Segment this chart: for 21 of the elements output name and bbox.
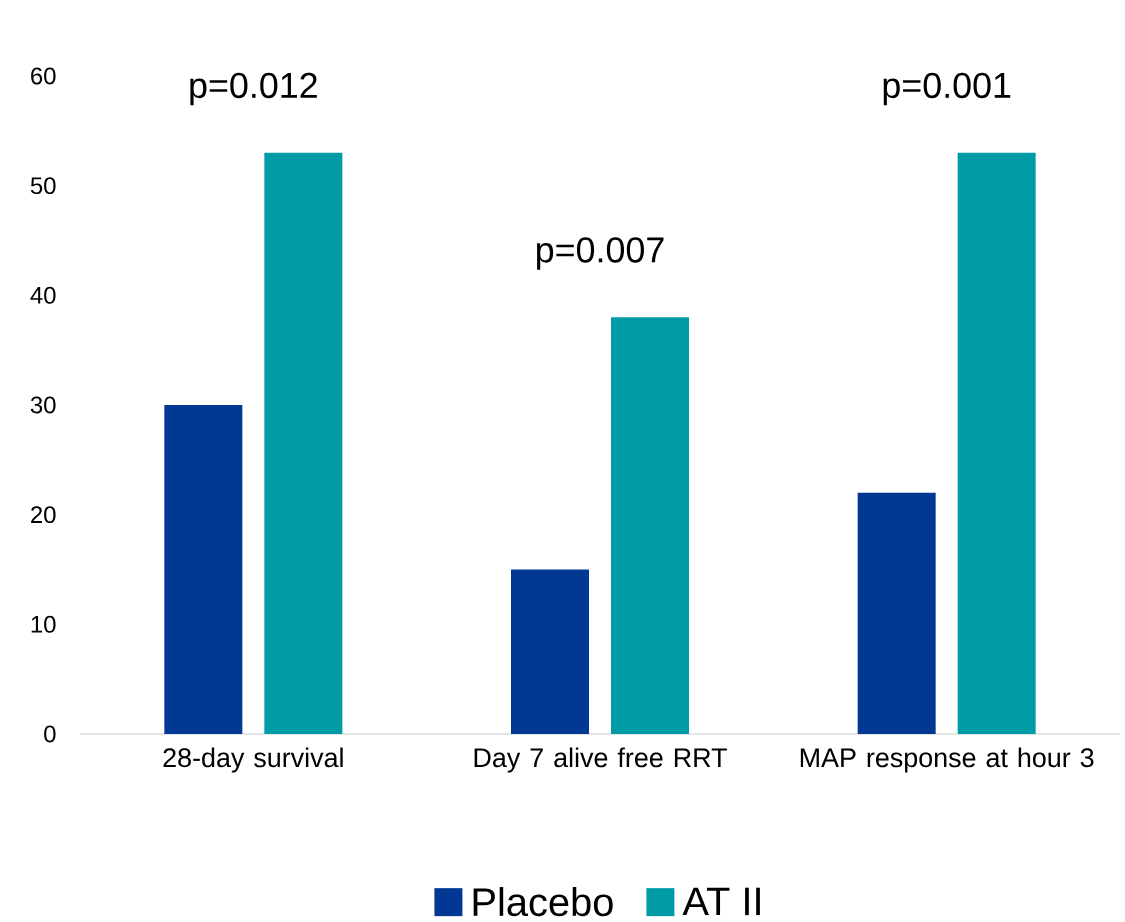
bar bbox=[511, 569, 589, 734]
x-tick-label: MAP response at hour 3 bbox=[800, 747, 1094, 773]
legend-label: Placebo bbox=[473, 886, 613, 917]
y-tick-label: 60 bbox=[31, 67, 56, 85]
y-tick-label: 10 bbox=[31, 615, 56, 633]
bar bbox=[857, 492, 936, 734]
annotation: p=0.012 bbox=[190, 72, 317, 106]
legend-label: AT II bbox=[682, 887, 760, 916]
y-tick-label: 0 bbox=[44, 725, 56, 743]
bar bbox=[611, 317, 689, 734]
y-tick-label: 50 bbox=[30, 177, 56, 195]
y-tick-label: 40 bbox=[30, 286, 56, 304]
bar bbox=[164, 404, 243, 734]
annotation: p=0.001 bbox=[883, 72, 1011, 106]
x-tick-label: Day 7 alive free RRT bbox=[474, 747, 727, 773]
y-tick-label: 20 bbox=[31, 506, 56, 524]
bar bbox=[957, 152, 1036, 734]
y-tick-label: 30 bbox=[30, 396, 56, 414]
bar bbox=[264, 152, 343, 734]
x-tick-label: 28-day survival bbox=[163, 747, 343, 773]
annotation: p=0.007 bbox=[536, 237, 664, 270]
